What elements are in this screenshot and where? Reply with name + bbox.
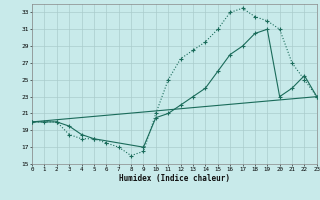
X-axis label: Humidex (Indice chaleur): Humidex (Indice chaleur) bbox=[119, 174, 230, 183]
